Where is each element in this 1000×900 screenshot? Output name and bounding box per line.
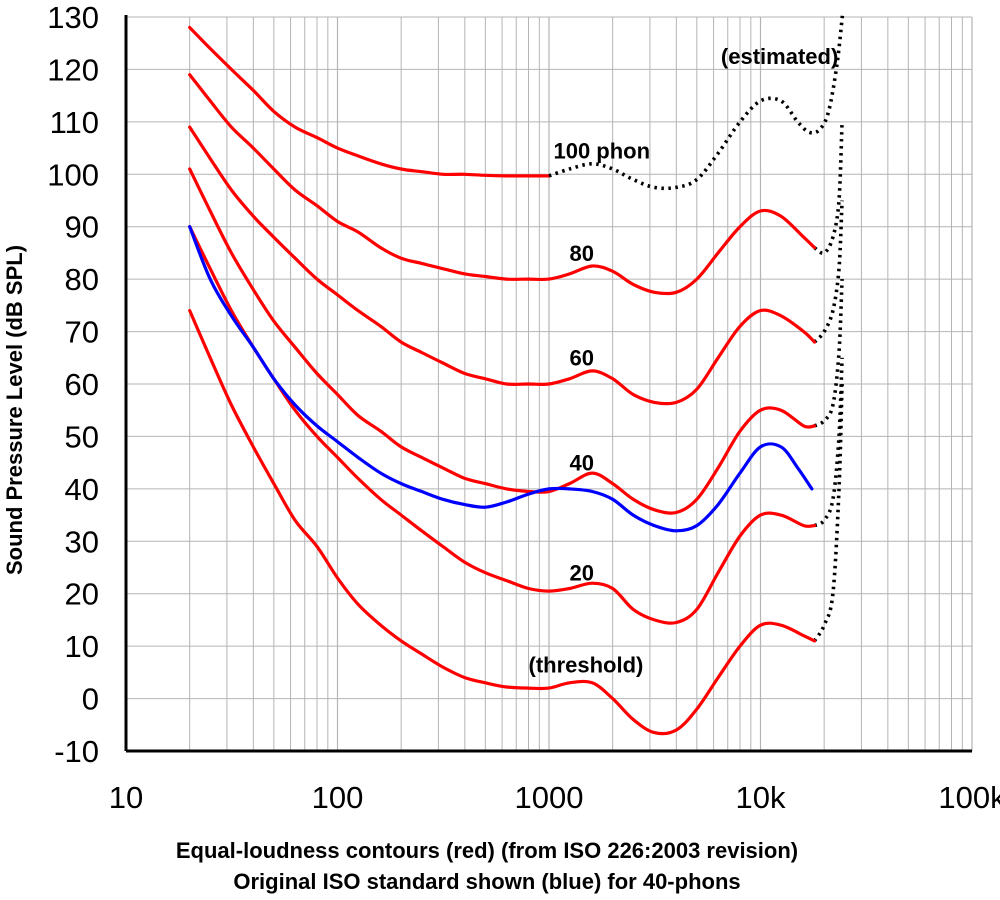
y-tick-label: 10	[65, 629, 99, 664]
contour-label: 80	[569, 241, 593, 266]
series-lines	[188, 11, 845, 736]
estimated-extension-line	[813, 279, 844, 428]
contour-label: 100 phon	[553, 139, 650, 164]
y-tick-label: 130	[47, 0, 99, 35]
y-tick-label: -10	[54, 734, 99, 769]
y-tick-label: 20	[65, 577, 99, 612]
y-tick-label: 100	[47, 157, 99, 192]
y-tick-label: 40	[65, 472, 99, 507]
x-tick-label: 10k	[736, 780, 786, 815]
y-axis-label: Sound Pressure Level (dB SPL)	[2, 245, 27, 575]
contour-line	[188, 125, 817, 406]
estimated-extension-line	[812, 383, 844, 642]
original-iso-40-phon-line	[188, 225, 814, 533]
caption-line-2: Original ISO standard shown (blue) for 4…	[233, 869, 740, 894]
contour-line	[188, 225, 817, 625]
y-tick-label: 90	[65, 210, 99, 245]
y-tick-label: 30	[65, 524, 99, 559]
contour-line	[188, 309, 817, 736]
estimated-extension-line	[813, 200, 844, 344]
estimated-extension-line	[813, 357, 844, 528]
y-tick-label: 120	[47, 52, 99, 87]
contour-line	[188, 25, 551, 178]
x-tick-label: 1000	[515, 780, 584, 815]
x-tick-label: 100	[312, 780, 364, 815]
y-tick-label: 50	[65, 419, 99, 454]
contour-label: 20	[569, 561, 593, 586]
x-tick-label: 100k	[938, 780, 1000, 815]
caption-line-1: Equal-loudness contours (red) (from ISO …	[176, 838, 798, 863]
tick-labels: -10 0 10 20 30 40 50 60 70 80 90 100 110 120 130 10 100 1…	[47, 0, 1000, 815]
axes	[124, 15, 972, 753]
contour-label: 40	[569, 451, 593, 476]
contour-label: (threshold)	[529, 652, 644, 677]
y-tick-label: 0	[82, 682, 99, 717]
x-tick-label: 10	[109, 780, 143, 815]
contour-line	[188, 73, 817, 296]
contour-line	[188, 167, 817, 515]
annotations: (estimated) 100 phon 80 60 40 20 (threshold)	[529, 44, 839, 677]
estimated-contour-line	[548, 11, 845, 191]
estimated-extension-line	[813, 121, 844, 255]
contour-label: (estimated)	[721, 44, 838, 69]
y-tick-label: 60	[65, 367, 99, 402]
y-tick-label: 110	[50, 105, 99, 140]
y-tick-label: 80	[65, 262, 99, 297]
contour-label: 60	[569, 346, 593, 371]
y-tick-label: 70	[65, 315, 99, 350]
